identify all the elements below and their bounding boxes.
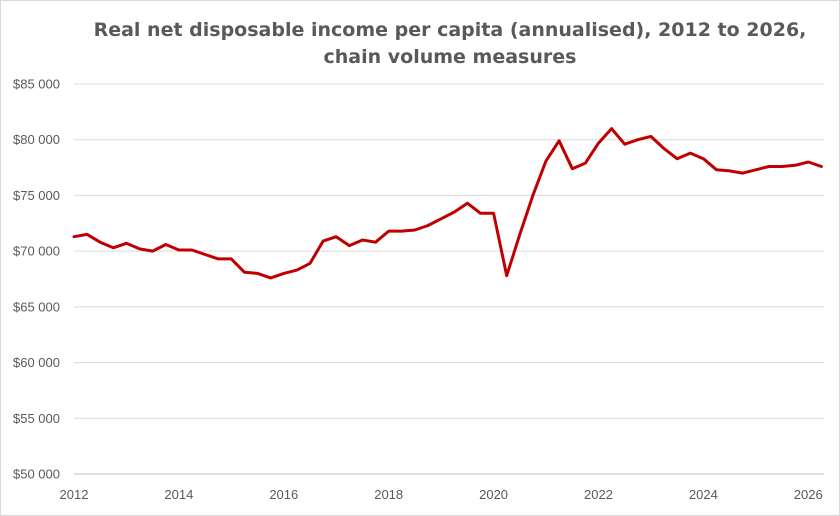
y-tick-label: $80 000: [13, 132, 60, 147]
x-tick-label: 2014: [164, 487, 193, 502]
y-tick-label: $60 000: [13, 355, 60, 370]
y-tick-label: $70 000: [13, 244, 60, 259]
y-tick-label: $55 000: [13, 411, 60, 426]
y-tick-label: $65 000: [13, 299, 60, 314]
y-axis-tick-labels: $50 000 $55 000 $60 000 $65 000 $70 000 $75 0…: [13, 77, 60, 482]
y-tick-label: $85 000: [13, 77, 60, 92]
series-line: [72, 127, 823, 280]
x-tick-label: 2020: [479, 487, 508, 502]
x-tick-label: 2016: [269, 487, 298, 502]
x-tick-label: 2022: [584, 487, 613, 502]
y-tick-label: $50 000: [13, 467, 60, 482]
chart-title-line-2: chain volume measures: [323, 46, 577, 68]
y-tick-label: $75 000: [13, 188, 60, 203]
series-group: [72, 127, 823, 280]
x-tick-label: 2012: [60, 487, 89, 502]
x-tick-label: 2026: [794, 487, 823, 502]
x-tick-label: 2018: [374, 487, 403, 502]
x-axis-tick-labels: 2012 2014 2016 2018 2020 2022 2024 2026: [60, 487, 823, 502]
gridlines: [74, 83, 824, 419]
chart-title: Real net disposable income per capita (a…: [75, 17, 825, 71]
x-tick-label: 2024: [689, 487, 718, 502]
chart-title-line-1: Real net disposable income per capita (a…: [93, 19, 807, 41]
